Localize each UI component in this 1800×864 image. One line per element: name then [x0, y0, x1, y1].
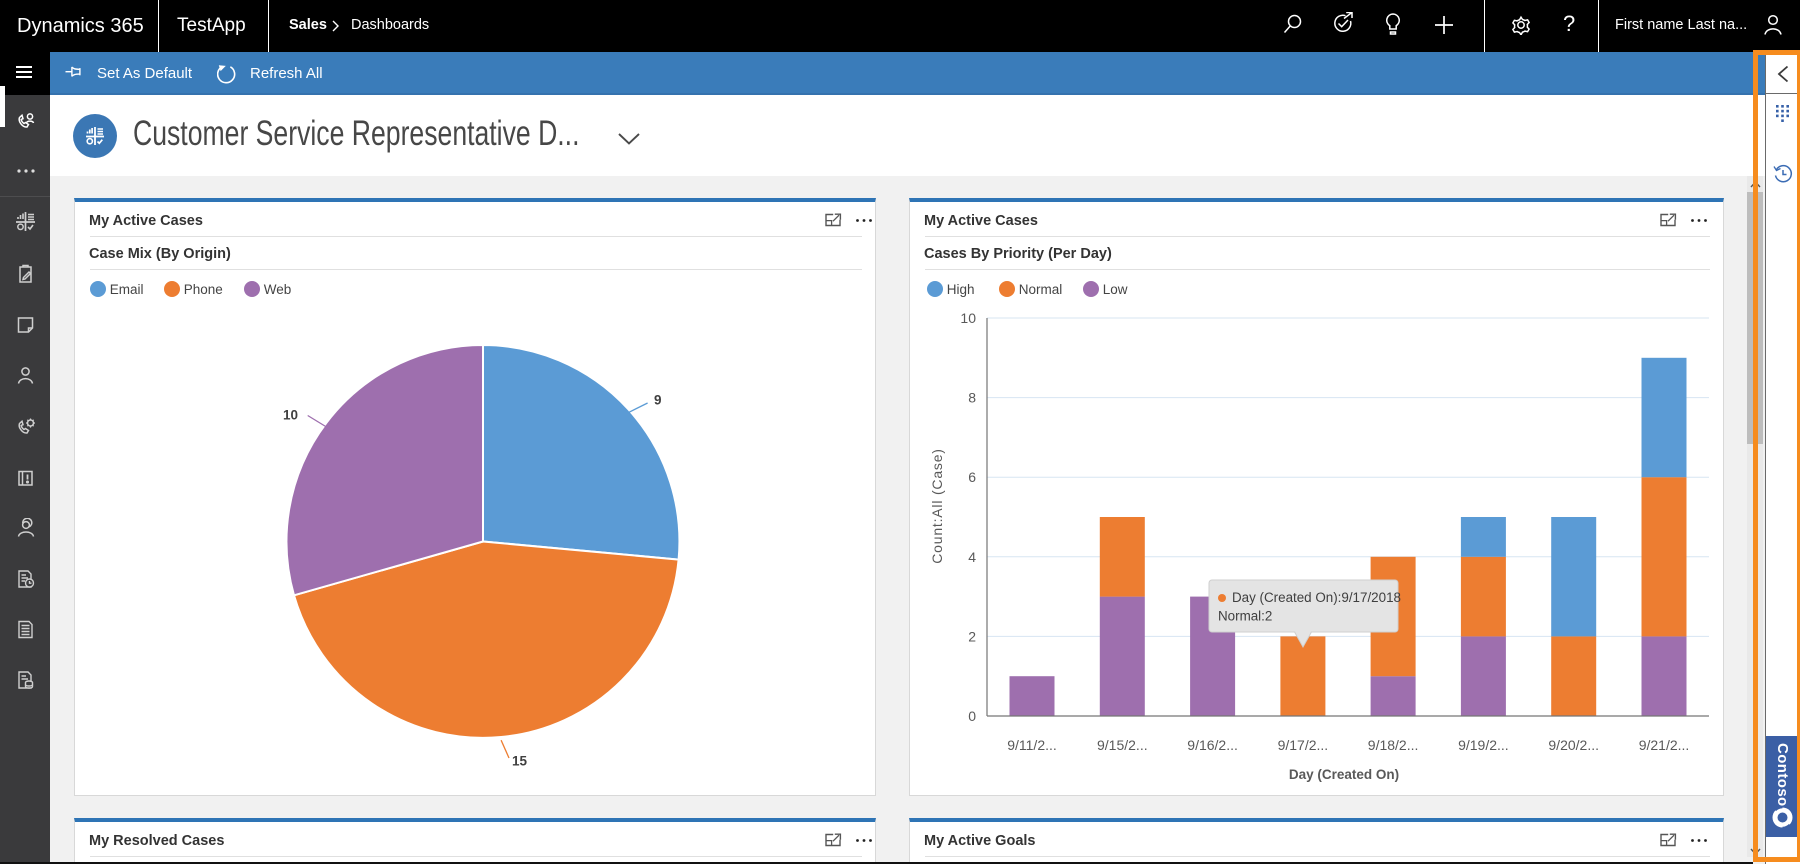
svg-text:4: 4: [968, 549, 976, 565]
svg-text:2: 2: [968, 628, 976, 644]
svg-text:9/18/2...: 9/18/2...: [1368, 737, 1419, 753]
svg-text:9/19/2...: 9/19/2...: [1458, 737, 1509, 753]
svg-text:0: 0: [968, 708, 976, 724]
svg-text:Day (Created On):9/17/2018: Day (Created On):9/17/2018: [1232, 590, 1401, 605]
svg-text:6: 6: [968, 469, 976, 485]
svg-text:9: 9: [654, 393, 662, 408]
svg-text:10: 10: [960, 310, 976, 326]
svg-text:9/15/2...: 9/15/2...: [1097, 737, 1148, 753]
svg-text:15: 15: [512, 754, 528, 769]
svg-text:Count:All (Case): Count:All (Case): [929, 448, 945, 564]
svg-text:9/17/2...: 9/17/2...: [1278, 737, 1329, 753]
svg-text:Day (Created On): Day (Created On): [1289, 767, 1399, 782]
svg-text:8: 8: [968, 390, 976, 406]
svg-text:10: 10: [283, 408, 298, 423]
svg-text:9/21/2...: 9/21/2...: [1639, 737, 1690, 753]
svg-text:9/11/2...: 9/11/2...: [1007, 737, 1057, 753]
svg-text:9/16/2...: 9/16/2...: [1187, 737, 1238, 753]
svg-text:Normal:2: Normal:2: [1218, 609, 1272, 624]
svg-text:9/20/2...: 9/20/2...: [1548, 737, 1599, 753]
